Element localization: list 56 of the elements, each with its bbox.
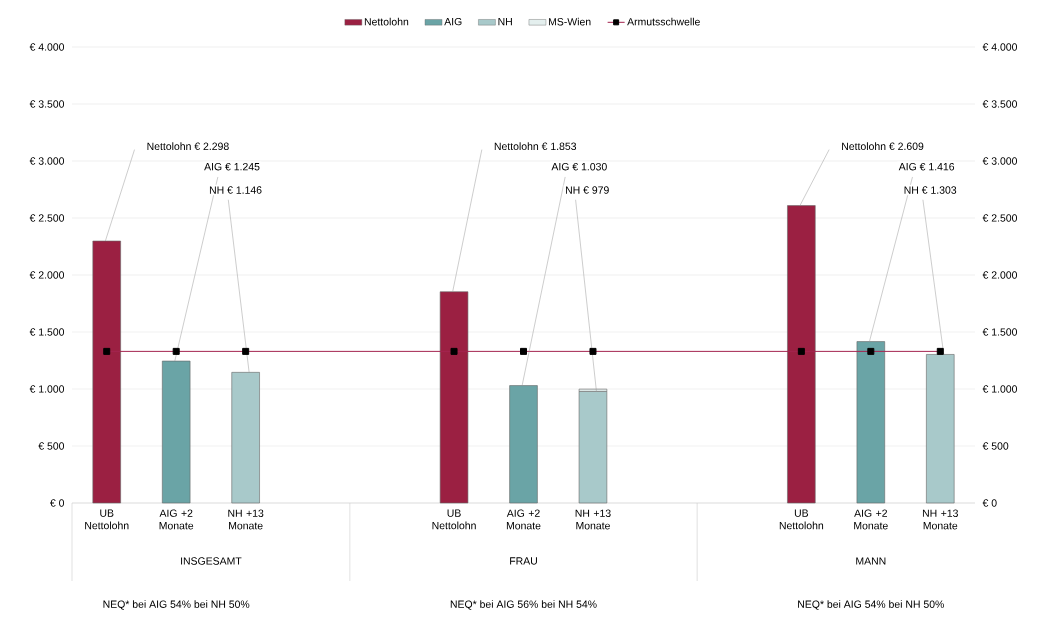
y2-tick-label: € 1.500 xyxy=(982,328,1018,336)
y2-tick-label: € 2.500 xyxy=(982,214,1018,222)
y-tick-label: € 500 xyxy=(38,442,65,450)
x-tick-label: AIG +2 Monate xyxy=(159,509,194,530)
y-tick-label: € 3.500 xyxy=(29,100,65,108)
bar xyxy=(926,354,955,504)
y-tick-label: € 4.000 xyxy=(29,43,65,51)
data-label: Nettolohn € 2.298 xyxy=(147,142,229,151)
y2-tick-label: € 500 xyxy=(982,442,1009,450)
legend-label: NH xyxy=(498,17,512,26)
y-tick-label: € 3.000 xyxy=(29,157,65,165)
x-tick-label: NH +13 Monate xyxy=(575,509,611,530)
bar xyxy=(578,391,608,504)
data-label: NH € 979 xyxy=(566,186,609,194)
y-tick-label: € 1.000 xyxy=(29,385,65,393)
data-label: NH € 1.146 xyxy=(209,186,262,194)
text: NEQ* bei AIG 56% bei NH 54% xyxy=(450,600,597,610)
x-tick-label: NH +13 Monate xyxy=(228,509,264,530)
bar xyxy=(856,341,886,504)
text: NEQ* bei AIG 54% bei NH 50% xyxy=(103,600,250,610)
bar xyxy=(162,360,191,504)
y2-tick-label: € 1.000 xyxy=(982,385,1018,393)
y2-tick-label: € 0 xyxy=(982,499,997,507)
data-label: AIG € 1.245 xyxy=(204,163,260,171)
x-tick-label: AIG +2 Monate xyxy=(506,509,541,530)
text: MANN xyxy=(856,557,886,565)
y-tick-label: € 1.500 xyxy=(29,328,65,336)
bar xyxy=(439,291,469,504)
bar xyxy=(92,240,121,504)
x-tick-label: UB Nettolohn xyxy=(779,509,824,530)
text: NEQ* bei AIG 54% bei NH 50% xyxy=(798,600,944,610)
y2-tick-label: € 3.500 xyxy=(982,100,1018,108)
bar xyxy=(787,205,816,504)
y2-tick-label: € 4.000 xyxy=(982,43,1018,51)
text: FRAU xyxy=(510,557,537,565)
x-tick-label: AIG +2 Monate xyxy=(854,509,888,530)
legend-label: Armutsschwelle xyxy=(627,17,700,26)
x-tick-label: UB Nettolohn xyxy=(85,509,129,530)
data-label: AIG € 1.416 xyxy=(898,163,955,171)
y2-tick-label: € 3.000 xyxy=(982,157,1018,165)
x-tick-label: NH +13 Monate xyxy=(922,509,958,530)
y2-tick-label: € 2.000 xyxy=(982,271,1018,279)
data-label: Nettolohn € 2.609 xyxy=(842,142,924,151)
y-tick-label: € 2.500 xyxy=(29,214,65,222)
y-tick-label: € 2.000 xyxy=(29,271,65,279)
bar xyxy=(509,385,538,504)
data-label: Nettolohn € 1.853 xyxy=(494,142,577,151)
data-label: NH € 1.303 xyxy=(904,186,957,194)
bar xyxy=(231,372,260,504)
y-tick-label: € 0 xyxy=(50,499,65,507)
legend-label: AIG xyxy=(444,17,462,26)
data-label: AIG € 1.030 xyxy=(551,163,607,171)
text: INSGESAMT xyxy=(181,557,242,565)
legend-label: MS-Wien xyxy=(548,17,591,26)
x-tick-label: UB Nettolohn xyxy=(432,509,476,530)
legend-label: Nettolohn xyxy=(364,17,409,26)
